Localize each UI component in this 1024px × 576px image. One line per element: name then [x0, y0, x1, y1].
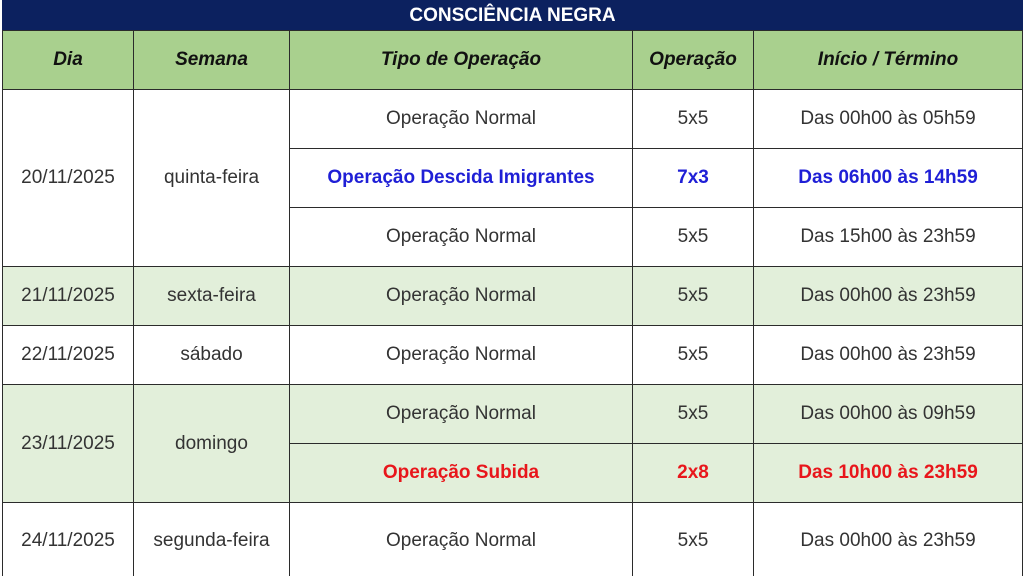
date-cell: 23/11/2025: [2, 384, 134, 503]
table-row-highlight-subida: Operação Subida 2x8 Das 10h00 às 23h59: [3, 443, 1024, 503]
column-header-semana: Semana: [133, 30, 290, 90]
operation-cell: 5x5: [632, 89, 754, 149]
operation-type-cell: Operação Descida Imigrantes: [289, 148, 633, 208]
operation-cell: 5x5: [632, 266, 754, 326]
table-row: 23/11/2025 domingo Operação Normal 5x5 D…: [2, 384, 1024, 503]
table-row-highlight-descida: Operação Descida Imigrantes 7x3 Das 06h0…: [3, 148, 1024, 208]
period-cell: Das 10h00 às 23h59: [752, 443, 1024, 503]
column-header-tipo-operacao: Tipo de Operação: [289, 30, 633, 90]
column-header-dia: Dia: [2, 30, 134, 90]
period-cell: Das 00h00 às 23h59: [752, 502, 1024, 576]
period-cell: Das 00h00 às 09h59: [752, 384, 1024, 444]
column-header-inicio-termino: Início / Término: [752, 30, 1024, 90]
operation-type-cell: Operação Subida: [289, 443, 633, 503]
date-cell: 20/11/2025: [2, 89, 134, 267]
period-cell: Das 06h00 às 14h59: [752, 148, 1024, 208]
date-cell: 22/11/2025: [2, 325, 134, 385]
weekday-cell: domingo: [133, 384, 290, 503]
table-title: CONSCIÊNCIA NEGRA: [1, 0, 1024, 31]
table-row: 24/11/2025 segunda-feira Operação Normal…: [2, 502, 1024, 576]
table-row: 20/11/2025 quinta-feira Operação Normal …: [2, 89, 1024, 267]
operation-cell: 5x5: [632, 207, 754, 267]
table-row: 21/11/2025 sexta-feira Operação Normal 5…: [2, 266, 1024, 326]
title-row: CONSCIÊNCIA NEGRA: [1, 0, 1024, 31]
operation-cell: 5x5: [632, 502, 754, 576]
weekday-cell: quinta-feira: [133, 89, 290, 267]
weekday-cell: sábado: [133, 325, 290, 385]
column-header-operacao: Operação: [632, 30, 754, 90]
date-cell: 21/11/2025: [2, 266, 134, 326]
table-row: 22/11/2025 sábado Operação Normal 5x5 Da…: [2, 325, 1024, 385]
weekday-cell: segunda-feira: [133, 502, 290, 576]
operation-type-cell: Operação Normal: [289, 266, 633, 326]
operation-cell: 2x8: [632, 443, 754, 503]
header-row: Dia Semana Tipo de Operação Operação Iní…: [2, 30, 1024, 90]
period-cell: Das 00h00 às 05h59: [752, 89, 1024, 149]
period-cell: Das 15h00 às 23h59: [752, 207, 1024, 267]
operation-type-cell: Operação Normal: [289, 325, 633, 385]
date-cell: 24/11/2025: [2, 502, 134, 576]
period-cell: Das 00h00 às 23h59: [752, 266, 1024, 326]
operation-type-cell: Operação Normal: [289, 89, 633, 149]
operation-cell: 5x5: [632, 384, 754, 444]
operation-type-cell: Operação Normal: [289, 384, 633, 444]
operation-cell: 7x3: [632, 148, 754, 208]
operation-type-cell: Operação Normal: [289, 502, 633, 576]
table-row: Operação Normal 5x5 Das 15h00 às 23h59: [3, 207, 1024, 267]
period-cell: Das 00h00 às 23h59: [752, 325, 1024, 385]
operation-cell: 5x5: [632, 325, 754, 385]
operation-type-cell: Operação Normal: [289, 207, 633, 267]
weekday-cell: sexta-feira: [133, 266, 290, 326]
